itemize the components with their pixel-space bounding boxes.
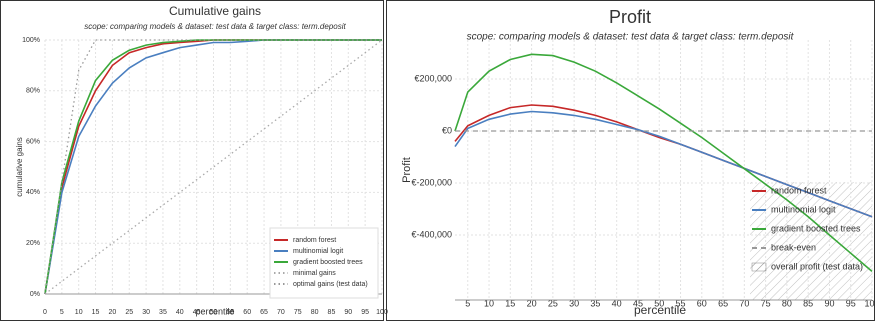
chart-title: Profit: [609, 7, 651, 27]
y-tick-label: €-200,000: [411, 177, 452, 187]
x-tick-label: 80: [311, 309, 319, 316]
legend-label: random forest: [771, 185, 827, 195]
x-tick-label: 30: [142, 309, 150, 316]
x-tick-label: 75: [761, 298, 771, 308]
x-tick-label: 75: [294, 309, 302, 316]
y-tick-label: €0: [442, 125, 452, 135]
x-tick-label: 60: [697, 298, 707, 308]
x-tick-label: 95: [846, 298, 856, 308]
legend-label: random forest: [293, 237, 336, 244]
x-tick-label: 60: [243, 309, 251, 316]
y-tick-label: 0%: [30, 291, 40, 298]
hatch-area: [750, 182, 872, 300]
x-tick-label: 10: [75, 309, 83, 316]
x-tick-label: 100: [864, 298, 875, 308]
x-tick-label: 80: [782, 298, 792, 308]
legend-label: gradient boosted trees: [293, 259, 363, 266]
y-tick-label: 40%: [26, 189, 40, 196]
legend-label: break-even: [771, 242, 816, 252]
x-tick-label: 85: [328, 309, 336, 316]
y-tick-label: 80%: [26, 88, 40, 95]
x-tick-label: 10: [484, 298, 494, 308]
y-axis-label: cumulative gains: [15, 137, 24, 197]
x-tick-label: 25: [548, 298, 558, 308]
x-tick-label: 90: [344, 309, 352, 316]
x-tick-label: 5: [465, 298, 470, 308]
x-tick-label: 40: [176, 309, 184, 316]
x-tick-label: 95: [361, 309, 369, 316]
x-axis-label: percentile: [634, 303, 686, 317]
x-tick-label: 15: [505, 298, 515, 308]
x-tick-label: 35: [159, 309, 167, 316]
x-tick-label: 55: [676, 298, 686, 308]
chart-subtitle: scope: comparing models & dataset: test …: [84, 22, 346, 31]
x-tick-label: 20: [109, 309, 117, 316]
x-tick-label: 55: [226, 309, 234, 316]
x-tick-label: 40: [612, 298, 622, 308]
x-tick-label: 65: [260, 309, 268, 316]
series-line: [44, 39, 382, 295]
x-tick-label: 50: [210, 309, 218, 316]
legend-label: minimal gains: [293, 270, 336, 277]
y-tick-label: €-400,000: [411, 229, 452, 239]
legend-label: multinomial logit: [293, 248, 343, 255]
x-tick-label: 45: [193, 309, 201, 316]
x-tick-label: 70: [277, 309, 285, 316]
x-tick-label: 15: [92, 309, 100, 316]
series-line: [44, 39, 383, 295]
y-tick-label: 100%: [22, 37, 40, 44]
legend-swatch: [751, 262, 767, 272]
legend-label: optimal gains (test data): [293, 281, 368, 288]
legend-label: multinomial logit: [771, 204, 836, 214]
legend-label: overall profit (test data): [771, 261, 863, 271]
y-tick-label: 20%: [26, 240, 40, 247]
x-tick-label: 85: [803, 298, 813, 308]
x-tick-label: 5: [60, 309, 64, 316]
x-tick-label: 0: [43, 309, 47, 316]
x-tick-label: 100: [376, 309, 388, 316]
series-line: [454, 53, 873, 273]
y-tick-label: 60%: [26, 138, 40, 145]
x-tick-label: 65: [718, 298, 728, 308]
x-tick-label: 25: [125, 309, 133, 316]
chart-subtitle: scope: comparing models & dataset: test …: [467, 32, 795, 43]
x-tick-label: 20: [527, 298, 537, 308]
x-axis-label: percentile: [195, 306, 234, 316]
x-tick-label: 30: [569, 298, 579, 308]
x-tick-label: 45: [633, 298, 643, 308]
series-line: [454, 110, 873, 218]
x-tick-label: 50: [654, 298, 664, 308]
x-tick-label: 90: [824, 298, 834, 308]
legend-label: gradient boosted trees: [771, 223, 861, 233]
y-axis-label: Profit: [401, 157, 413, 183]
x-tick-label: 35: [590, 298, 600, 308]
x-tick-label: 70: [739, 298, 749, 308]
chart-title: Cumulative gains: [169, 4, 261, 18]
y-tick-label: €200,000: [414, 73, 452, 83]
